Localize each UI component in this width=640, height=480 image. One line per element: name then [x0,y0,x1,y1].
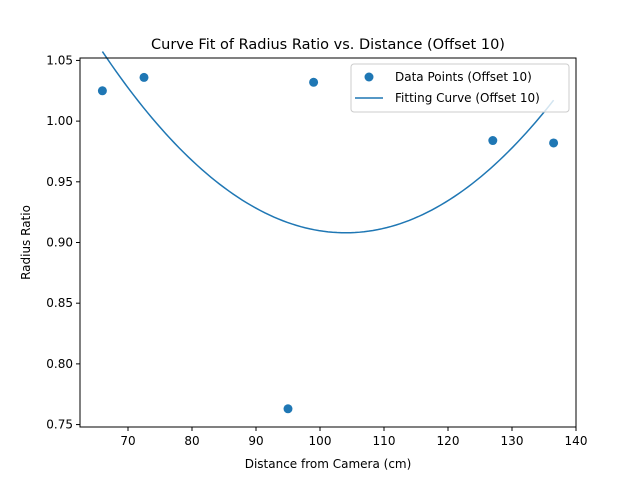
y-axis-ticks: 0.75 0.80 0.85 0.90 0.95 1.00 1.05 [46,53,80,432]
fitting-curve [101,51,555,234]
legend: Data Points (Offset 10) Fitting Curve (O… [350,63,570,113]
x-tick-label: 70 [120,434,135,448]
data-point [97,86,107,96]
data-points [97,72,559,414]
data-point [309,77,319,87]
y-tick-label: 0.85 [46,296,73,310]
x-tick-label: 120 [437,434,460,448]
x-tick-label: 140 [565,434,588,448]
legend-marker-data-points [364,72,374,82]
x-axis-ticks: 70 80 90 100 110 120 130 140 [120,427,587,448]
plot-frame [79,57,577,428]
data-point [283,404,293,414]
x-tick-label: 110 [373,434,396,448]
x-tick-label: 90 [248,434,263,448]
legend-label-fitting-curve: Fitting Curve (Offset 10) [395,91,540,105]
y-tick-label: 0.95 [46,175,73,189]
x-tick-label: 100 [309,434,332,448]
data-point [139,72,149,82]
y-axis-label: Radius Ratio [19,205,33,280]
chart-title: Curve Fit of Radius Ratio vs. Distance (… [151,37,505,53]
y-tick-label: 0.90 [46,236,73,250]
y-tick-label: 0.75 [46,418,73,432]
x-axis-label: Distance from Camera (cm) [245,457,412,471]
x-tick-label: 80 [184,434,199,448]
data-point [549,138,559,148]
y-tick-label: 1.00 [46,114,73,128]
data-point [488,136,498,146]
legend-box [350,63,570,113]
legend-label-data-points: Data Points (Offset 10) [395,70,532,84]
x-tick-label: 130 [501,434,524,448]
y-tick-label: 0.80 [46,357,73,371]
y-tick-label: 1.05 [46,53,73,67]
